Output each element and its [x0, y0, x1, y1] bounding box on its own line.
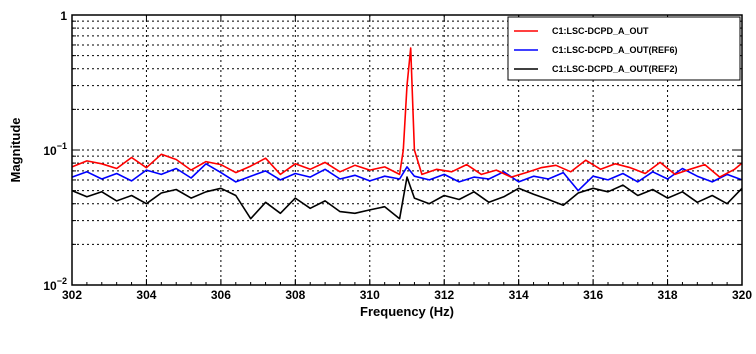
- y-tick-base: 1: [60, 9, 67, 23]
- series-line-3: [71, 176, 743, 220]
- legend-box: [507, 16, 741, 81]
- y-tick-label: 10−1: [43, 141, 67, 158]
- series-line-2: [71, 163, 743, 192]
- y-tick-base: 10: [43, 279, 57, 293]
- legend-label: C1:LSC-DCPD_A_OUT(REF6): [552, 45, 678, 55]
- series-line-1: [71, 47, 743, 178]
- x-tick-label: 320: [732, 288, 752, 302]
- legend: C1:LSC-DCPD_A_OUT C1:LSC-DCPD_A_OUT(REF6)…: [507, 16, 741, 81]
- x-tick-label: 310: [360, 288, 380, 302]
- x-tick-label: 302: [62, 288, 82, 302]
- legend-label: C1:LSC-DCPD_A_OUT(REF2): [552, 64, 678, 74]
- y-tick-label: 10−2: [43, 276, 67, 293]
- x-tick-label: 312: [434, 288, 454, 302]
- x-tick-label: 316: [583, 288, 603, 302]
- x-tick-label: 314: [509, 288, 529, 302]
- x-tick-label: 318: [658, 288, 678, 302]
- y-axis-title: Magnitude: [8, 118, 23, 183]
- series-layer: [71, 47, 743, 220]
- y-tick-exponent: −1: [57, 141, 67, 151]
- x-tick-label: 308: [285, 288, 305, 302]
- x-tick-label: 306: [211, 288, 231, 302]
- x-tick-label: 304: [136, 288, 156, 302]
- y-tick-label: 1: [60, 9, 67, 23]
- x-axis-title: Frequency (Hz): [360, 304, 454, 319]
- legend-label: C1:LSC-DCPD_A_OUT: [552, 26, 649, 36]
- y-tick-base: 10: [43, 144, 57, 158]
- y-tick-exponent: −2: [57, 276, 67, 286]
